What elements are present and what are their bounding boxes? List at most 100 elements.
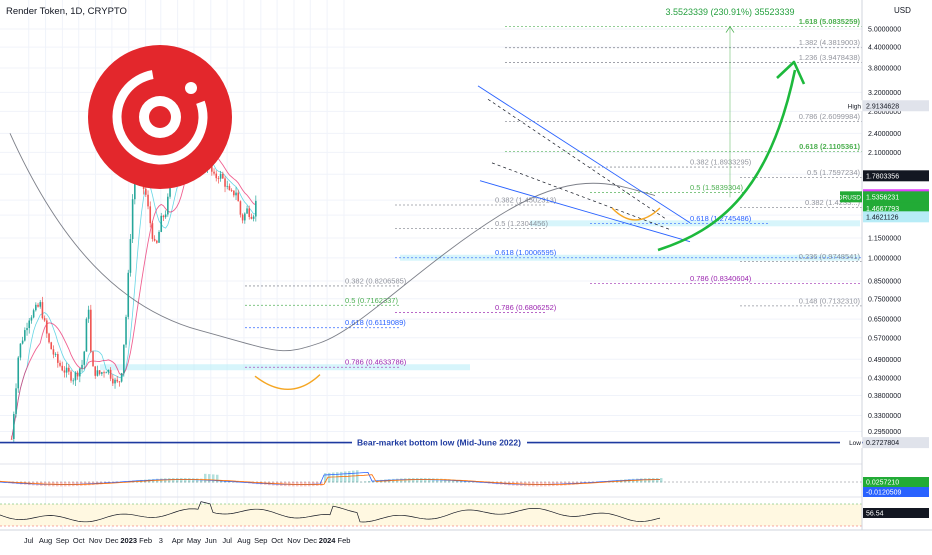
- candle-body: [20, 344, 22, 358]
- macd-bar: [348, 471, 351, 482]
- x-tick-label: Feb: [338, 536, 351, 545]
- rsi-pane: [0, 502, 862, 526]
- candle-body: [127, 273, 129, 317]
- x-tick-label: Dec: [105, 536, 119, 545]
- candle-body: [237, 193, 239, 202]
- candle-body: [13, 414, 15, 439]
- candle-body: [86, 319, 88, 352]
- y-tick-label: 2.1000000: [868, 150, 901, 157]
- x-tick-label: Aug: [237, 536, 250, 545]
- candle-body: [61, 366, 63, 371]
- candle-body: [147, 195, 149, 207]
- macd-bar: [216, 475, 219, 483]
- candle-body: [99, 370, 101, 374]
- candle-body: [242, 215, 244, 221]
- candle-body: [39, 302, 41, 307]
- candle-body: [167, 197, 169, 215]
- candle-body: [145, 189, 147, 195]
- x-tick-label: Oct: [271, 536, 284, 545]
- candle-body: [55, 354, 57, 355]
- candle-body: [28, 321, 30, 328]
- candle-body: [231, 190, 233, 191]
- candle-body: [83, 352, 85, 365]
- x-tick-label: Sep: [56, 536, 69, 545]
- candle-body: [156, 241, 158, 243]
- candle-body: [77, 373, 79, 377]
- fib-label: 0.618 (0.6119089): [345, 318, 406, 327]
- candle-body: [50, 342, 52, 349]
- candle-body: [123, 345, 125, 374]
- candle-body: [121, 373, 123, 381]
- y-tick-label: 1.0000000: [868, 255, 901, 262]
- macd-bar: [184, 478, 187, 482]
- x-tick-label: Feb: [139, 536, 152, 545]
- macd-bar: [416, 478, 419, 482]
- fib-label: 0.5 (1.5839304): [690, 183, 743, 192]
- candle-body: [160, 216, 162, 232]
- y-tick-label: 0.4300000: [868, 375, 901, 382]
- candle-body: [224, 178, 226, 186]
- macd-bar: [432, 478, 435, 482]
- candle-body: [248, 208, 250, 217]
- rsi-band: [0, 504, 862, 526]
- x-tick-label: Jul: [24, 536, 34, 545]
- y-tick-label: 2.4000000: [868, 131, 901, 138]
- price-tag-value: 0.2727804: [866, 440, 899, 447]
- macd-bar: [336, 472, 339, 482]
- x-tick-label: Apr: [172, 536, 184, 545]
- candle-body: [253, 216, 255, 218]
- fib-label: 0.382 (0.8206585): [345, 276, 407, 285]
- candle-body: [108, 370, 110, 373]
- macd-bar: [408, 478, 411, 482]
- logo-dot: [185, 82, 197, 94]
- rsi-tag-value: 56.54: [866, 511, 884, 518]
- macd-bar: [180, 478, 183, 482]
- x-tick-label: May: [187, 536, 201, 545]
- fib-label: 0.786 (0.4633786): [345, 358, 407, 367]
- y-tick-label: 0.7500000: [868, 296, 901, 303]
- macd-bar: [368, 481, 371, 482]
- candle-body: [46, 320, 48, 333]
- candle-body: [244, 214, 246, 221]
- price-tag-value: 1.7803356: [866, 173, 899, 180]
- candle-body: [251, 217, 253, 219]
- candle-body: [149, 206, 151, 223]
- fib-label: 0.5 (0.7162337): [345, 296, 398, 305]
- fib-label: 0.786 (0.6806252): [495, 303, 557, 312]
- candle-body: [101, 372, 103, 374]
- fib-label: 0.382 (1.8933295): [690, 158, 752, 167]
- candle-body: [24, 330, 26, 340]
- candle-body: [255, 201, 257, 217]
- candle-body: [112, 379, 114, 384]
- macd-tag-value: 0.0257210: [866, 480, 899, 487]
- candle-body: [72, 380, 74, 381]
- candle-body: [90, 310, 92, 352]
- candle-body: [215, 174, 217, 179]
- candle-body: [213, 172, 215, 174]
- candle-body: [125, 317, 127, 345]
- candle-body: [92, 352, 94, 367]
- macd-bar: [204, 474, 207, 483]
- candle-body: [57, 354, 59, 363]
- macd-bar: [428, 478, 431, 482]
- macd-bar: [340, 472, 343, 483]
- price-tag-label: RNDRUSD: [829, 194, 862, 201]
- fib-label: 0.786 (0.8340604): [690, 274, 752, 283]
- fib-label: 1.618 (5.0835259): [799, 17, 861, 26]
- y-tick-label: 0.4900000: [868, 357, 901, 364]
- macd-bar: [652, 478, 655, 482]
- candle-body: [42, 302, 44, 318]
- macd-bar: [420, 478, 423, 482]
- macd-bar: [332, 473, 335, 483]
- macd-bar: [356, 470, 359, 482]
- x-tick-label: 3: [159, 536, 163, 545]
- x-tick-label: 2023: [120, 536, 137, 545]
- macd-bar: [412, 478, 415, 482]
- candle-body: [70, 372, 72, 381]
- macd-bar: [660, 478, 663, 482]
- candle-body: [229, 186, 231, 190]
- candle-body: [68, 368, 70, 372]
- price-tag-label: Low: [849, 440, 861, 447]
